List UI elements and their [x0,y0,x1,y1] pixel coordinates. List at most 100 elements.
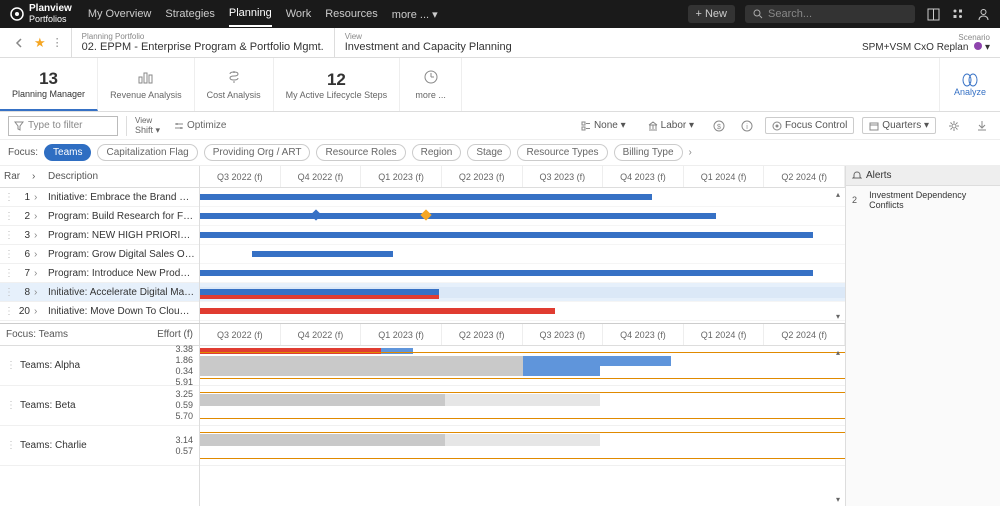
gantt-bar-row[interactable] [200,188,845,207]
gantt-list-header: Rar › Description [0,166,199,188]
capacity-bar-row[interactable] [200,386,845,426]
user-icon[interactable] [977,8,990,21]
gantt-bar-row[interactable] [200,226,845,245]
gantt-bar-row[interactable] [200,207,845,226]
expand-icon[interactable]: › [34,192,48,203]
sliders-icon [174,121,184,131]
view-dropdown[interactable]: View Shift ▾ [126,116,160,136]
analyze-button[interactable]: Analyze [939,58,1000,111]
drag-handle-icon[interactable]: ⋮ [4,306,14,317]
currency-button[interactable]: $ [709,117,729,135]
scenario-picker[interactable]: Scenario SPM+VSM CxO Replan ▾ [862,33,990,53]
tile[interactable]: 12My Active Lifecycle Steps [274,58,401,111]
gantt-row[interactable]: ⋮6›Program: Grow Digital Sales Offering [0,245,199,264]
drag-handle-icon[interactable]: ⋮ [4,249,14,260]
tile[interactable]: more ... [400,58,462,111]
gantt-bar[interactable] [200,232,813,238]
back-button[interactable] [10,34,28,52]
team-row[interactable]: ⋮Teams: Alpha3.381.860.345.91 [0,346,199,386]
tile[interactable]: 13Planning Manager [0,58,98,111]
expand-icon[interactable]: › [34,211,48,222]
settings-button[interactable] [944,117,964,135]
gantt-chart[interactable]: Q3 2022 (f)Q4 2022 (f)Q1 2023 (f)Q2 2023… [200,166,845,323]
drag-handle-icon[interactable]: ⋮ [4,211,14,222]
drag-handle-icon[interactable]: ⋮ [6,440,16,451]
capacity-limit-line [200,458,845,459]
gantt-bar-row[interactable] [200,302,845,321]
gantt-row[interactable]: ⋮3›Program: NEW HIGH PRIORITY Digital Pr… [0,226,199,245]
gantt-row[interactable]: ⋮7›Program: Introduce New Product Line [0,264,199,283]
quarter-header: Q4 2022 (f) [281,324,362,345]
global-search[interactable]: Search... [745,5,915,23]
team-row[interactable]: ⋮Teams: Charlie3.140.57 [0,426,199,466]
brand-logo[interactable]: PlanviewPortfolios [10,4,72,25]
drag-handle-icon[interactable]: ⋮ [4,268,14,279]
new-button[interactable]: + New [688,5,736,23]
capacity-chart[interactable]: Q3 2022 (f)Q4 2022 (f)Q1 2023 (f)Q2 2023… [200,324,845,506]
gantt-bar-row[interactable] [200,245,845,264]
expand-icon[interactable]: › [34,249,48,260]
gantt-bar[interactable] [200,308,555,314]
capacity-bar-row[interactable] [200,346,845,386]
drag-handle-icon[interactable]: ⋮ [4,287,14,298]
quarters-dropdown[interactable]: Quarters ▾ [862,117,936,134]
nav-link[interactable]: Planning [229,1,272,27]
gantt-row[interactable]: ⋮2›Program: Build Research for Future Su… [0,207,199,226]
capacity-scrollbar[interactable]: ▴▾ [833,348,843,504]
book-icon[interactable] [927,8,940,21]
expand-all-icon[interactable]: › [32,171,48,182]
drag-handle-icon[interactable]: ⋮ [6,360,16,371]
filter-chip[interactable]: Resource Roles [316,144,405,161]
apps-icon[interactable] [952,8,965,21]
drag-handle-icon[interactable]: ⋮ [4,192,14,203]
download-button[interactable] [972,117,992,135]
alert-item[interactable]: 2Investment Dependency Conflicts [846,186,1000,214]
context-more-icon[interactable]: ⋮ [52,36,63,49]
filter-chip[interactable]: Capitalization Flag [97,144,197,161]
filter-chip[interactable]: Region [412,144,462,161]
view-crumb[interactable]: View Investment and Capacity Planning [334,28,522,58]
filter-chip[interactable]: Resource Types [517,144,607,161]
gantt-bar[interactable] [200,194,652,200]
drag-handle-icon[interactable]: ⋮ [4,230,14,241]
filter-chip[interactable]: Teams [44,144,91,161]
group-none-dropdown[interactable]: None ▾ [574,117,633,134]
chips-next-icon[interactable]: › [689,147,692,158]
filter-input[interactable]: Type to filter [8,116,118,136]
expand-icon[interactable]: › [34,306,48,317]
nav-link[interactable]: Resources [325,2,378,26]
gantt-bar[interactable] [200,270,813,276]
portfolio-crumb[interactable]: Planning Portfolio 02. EPPM - Enterprise… [71,28,334,58]
nav-link[interactable]: more ... ▾ [392,2,438,27]
gantt-bar[interactable] [200,213,716,219]
nav-link[interactable]: Strategies [165,2,215,26]
focus-control-button[interactable]: Focus Control [765,117,854,134]
filter-chip[interactable]: Providing Org / ART [204,144,311,161]
gantt-scrollbar[interactable]: ▴▾ [833,190,843,321]
team-row[interactable]: ⋮Teams: Beta3.250.595.70 [0,386,199,426]
info-button[interactable]: i [737,117,757,135]
gantt-bar[interactable] [252,251,394,257]
optimize-button[interactable]: Optimize [168,118,232,133]
nav-link[interactable]: My Overview [88,2,152,26]
labor-dropdown[interactable]: Labor ▾ [641,117,701,134]
gantt-row[interactable]: ⋮1›Initiative: Embrace the Brand with CX [0,188,199,207]
gantt-row[interactable]: ⋮20›Initiative: Move Down To Cloud-based… [0,302,199,321]
gantt-row[interactable]: ⋮8›Initiative: Accelerate Digital Market… [0,283,199,302]
expand-icon[interactable]: › [34,287,48,298]
expand-icon[interactable]: › [34,230,48,241]
nav-link[interactable]: Work [286,2,311,26]
drag-handle-icon[interactable]: ⋮ [6,400,16,411]
favorite-star[interactable]: ★ [34,35,46,51]
expand-icon[interactable]: › [34,268,48,279]
tile[interactable]: Cost Analysis [195,58,274,111]
capacity-bar-row[interactable] [200,426,845,466]
tile[interactable]: Revenue Analysis [98,58,195,111]
gantt-bar-row[interactable] [200,264,845,283]
filter-chip[interactable]: Stage [467,144,511,161]
gantt-bar-row[interactable] [200,283,845,302]
filter-chip[interactable]: Billing Type [614,144,683,161]
alerts-header[interactable]: Alerts [846,166,1000,186]
capacity-segment [200,366,523,376]
gantt-bar[interactable] [200,295,439,299]
